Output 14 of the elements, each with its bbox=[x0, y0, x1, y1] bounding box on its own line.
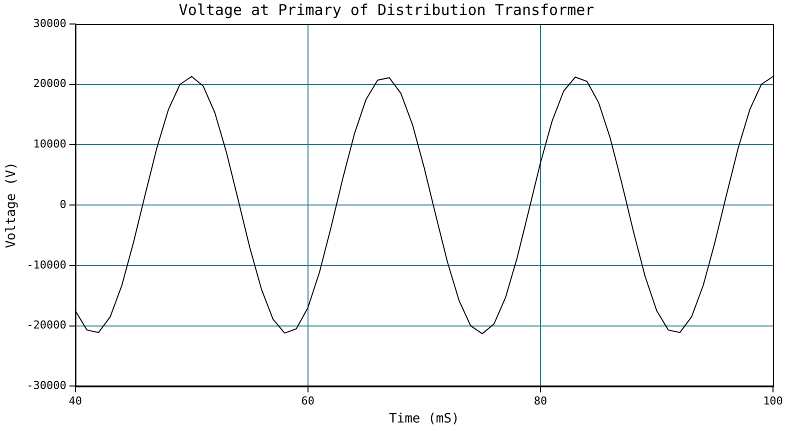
x-tick-label: 100 bbox=[763, 394, 783, 408]
x-tick-label: 40 bbox=[68, 394, 82, 408]
chart-title: Voltage at Primary of Distribution Transformer bbox=[178, 0, 594, 19]
x-tick-label: 60 bbox=[301, 394, 315, 408]
x-tick-label: 80 bbox=[534, 394, 548, 408]
y-tick-label: -30000 bbox=[26, 379, 66, 392]
y-tick-label: -20000 bbox=[26, 318, 66, 332]
y-tick-label: -10000 bbox=[26, 258, 66, 272]
y-tick-label: 10000 bbox=[33, 138, 66, 151]
y-axis-title: Voltage (V) bbox=[4, 162, 20, 248]
y-tick-label: 0 bbox=[60, 198, 66, 211]
y-tick-label: 30000 bbox=[33, 16, 66, 30]
y-tick-label: 20000 bbox=[33, 77, 66, 90]
x-axis-title: Time (mS) bbox=[388, 412, 460, 427]
